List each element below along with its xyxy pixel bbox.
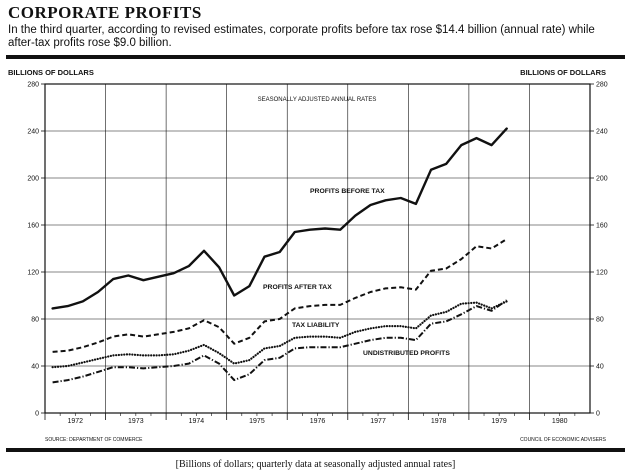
y-tick-label-left-80: 80 — [31, 317, 39, 324]
series-label-profits-after-tax: PROFITS AFTER TAX — [263, 284, 332, 291]
y-tick-label-right-80: 80 — [596, 317, 604, 324]
bottom-rule — [6, 448, 625, 452]
credit-note: COUNCIL OF ECONOMIC ADVISERS — [520, 437, 607, 443]
y-tick-label-left-160: 160 — [27, 223, 39, 230]
series-label-tax-liability: TAX LIABILITY — [292, 322, 340, 329]
y-tick-label-right-0: 0 — [596, 411, 600, 418]
y-tick-label-right-160: 160 — [596, 223, 608, 230]
x-tick-label-1974: 1974 — [189, 418, 205, 425]
y-tick-label-right-200: 200 — [596, 176, 608, 183]
x-tick-label-1979: 1979 — [491, 418, 507, 425]
series-label-undistributed-profits: UNDISTRIBUTED PROFITS — [363, 350, 450, 357]
series-line-profits-before-tax — [51, 127, 508, 310]
x-tick-label-1973: 1973 — [128, 418, 144, 425]
x-tick-label-1972: 1972 — [67, 418, 83, 425]
x-tick-label-1978: 1978 — [431, 418, 447, 425]
y-axis-label-left: BILLIONS OF DOLLARS — [8, 68, 94, 77]
y-tick-label-right-280: 280 — [596, 82, 608, 89]
chart-subtitle: In the third quarter, according to revis… — [8, 24, 595, 49]
y-tick-label-right-40: 40 — [596, 364, 604, 371]
y-tick-label-left-240: 240 — [27, 129, 39, 136]
y-tick-label-right-240: 240 — [596, 129, 608, 136]
x-tick-label-1975: 1975 — [249, 418, 265, 425]
series-group — [51, 127, 508, 384]
series-line-tax-liability — [51, 300, 508, 369]
x-tick-label-1977: 1977 — [370, 418, 386, 425]
y-tick-label-right-120: 120 — [596, 270, 608, 277]
y-tick-label-left-40: 40 — [31, 364, 39, 371]
series-label-profits-before-tax: PROFITS BEFORE TAX — [310, 188, 385, 195]
table-caption: [Billions of dollars; quarterly data at … — [175, 459, 456, 470]
series-line-profits-after-tax — [52, 238, 508, 353]
chart-title: CORPORATE PROFITS — [8, 3, 202, 22]
plot-frame — [44, 83, 591, 414]
line-chart: 0 0 40 40 80 80 120 120 160 160 200 200 240 240 280 280… — [8, 68, 608, 443]
y-tick-label-left-0: 0 — [35, 411, 39, 418]
source-note: SOURCE: DEPARTMENT OF COMMERCE — [45, 437, 143, 443]
y-tick-label-left-280: 280 — [27, 82, 39, 89]
x-tick-label-1980: 1980 — [552, 418, 568, 425]
y-tick-label-left-120: 120 — [27, 270, 39, 277]
x-tick-label-1976: 1976 — [310, 418, 326, 425]
axis-ticks: 0 0 40 40 80 80 120 120 160 160 200 200 240 240 280 280… — [27, 82, 607, 426]
chart-grid — [45, 84, 590, 413]
top-rule — [6, 55, 625, 59]
y-tick-label-left-200: 200 — [27, 176, 39, 183]
series-line-undistributed-profits — [52, 299, 508, 384]
y-axis-label-right: BILLIONS OF DOLLARS — [520, 68, 606, 77]
plot-title: SEASONALLY ADJUSTED ANNUAL RATES — [258, 97, 377, 103]
